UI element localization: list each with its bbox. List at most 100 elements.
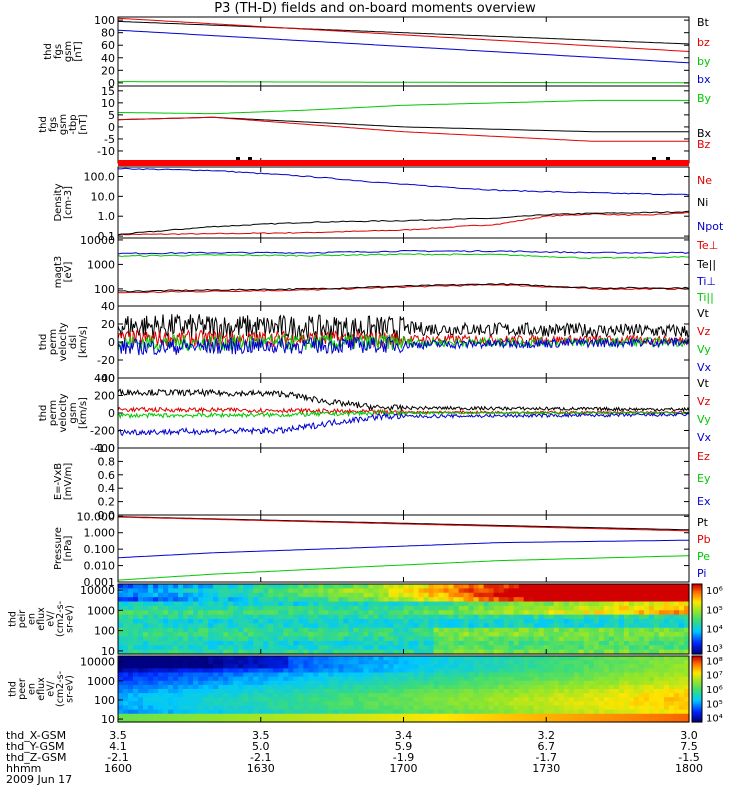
spec-cell xyxy=(433,656,440,661)
spec-cell xyxy=(208,614,214,620)
spec-cell xyxy=(383,619,390,624)
spec-cell xyxy=(193,664,199,669)
spec-cell xyxy=(643,705,650,711)
spec-cell xyxy=(608,676,615,682)
spec-cell xyxy=(378,649,385,655)
spec-cell xyxy=(153,676,159,682)
spec-cell xyxy=(378,636,385,642)
spec-cell xyxy=(653,668,660,674)
spec-cell xyxy=(428,709,435,715)
spec-cell xyxy=(548,632,555,638)
spec-cell xyxy=(678,636,685,642)
colorbar-cell xyxy=(692,662,702,665)
spec-cell xyxy=(193,689,199,694)
spec-cell xyxy=(298,584,304,589)
spec-cell xyxy=(213,584,219,589)
spec-cell xyxy=(523,664,530,669)
spec-cell xyxy=(153,705,159,711)
spec-cell xyxy=(308,664,314,669)
spec-cell xyxy=(598,689,605,694)
spec-cell xyxy=(423,584,430,589)
spec-cell xyxy=(368,640,375,646)
spec-cell xyxy=(578,614,585,620)
spec-cell xyxy=(268,597,274,603)
spec-cell xyxy=(258,709,264,715)
spec-cell xyxy=(643,649,650,655)
spec-cell xyxy=(243,632,249,638)
spec-cell xyxy=(383,660,390,665)
colorbar-cell xyxy=(692,695,702,698)
y-tick-label: 10 xyxy=(101,713,115,726)
spec-cell xyxy=(323,684,329,690)
spec-cell xyxy=(388,601,395,607)
spec-cell xyxy=(458,668,465,674)
spec-cell xyxy=(678,588,685,594)
spec-cell xyxy=(488,697,495,702)
spec-cell xyxy=(318,592,324,598)
spec-cell xyxy=(253,584,259,589)
spec-cell xyxy=(143,584,149,589)
spec-cell xyxy=(523,614,530,620)
spec-cell xyxy=(673,592,680,598)
spec-cell xyxy=(188,623,194,629)
spec-cell xyxy=(473,619,480,624)
spec-cell xyxy=(618,588,625,594)
spec-cell xyxy=(658,614,665,620)
spec-cell xyxy=(318,697,324,702)
spec-cell xyxy=(483,623,490,629)
spec-cell xyxy=(603,668,610,674)
spec-cell xyxy=(418,645,425,651)
spec-cell xyxy=(363,656,370,661)
spec-cell xyxy=(348,605,355,611)
spec-cell xyxy=(123,592,129,598)
spec-cell xyxy=(443,649,450,655)
series-perm-vel-gsm-2 xyxy=(117,409,690,420)
spec-cell xyxy=(633,610,640,616)
spec-cell xyxy=(208,627,214,633)
legend-efield-Ez: Ez xyxy=(697,450,710,463)
spec-cell xyxy=(578,623,585,629)
spec-cell xyxy=(283,645,289,651)
spec-cell xyxy=(503,656,510,661)
spec-cell xyxy=(218,632,224,638)
spec-cell xyxy=(138,614,144,620)
spec-cell xyxy=(358,588,365,594)
spec-cell xyxy=(523,709,530,715)
spec-cell xyxy=(368,610,375,616)
y-tick-label: 0 xyxy=(108,121,115,134)
spec-cell xyxy=(368,619,375,624)
spec-cell xyxy=(128,619,134,624)
spec-cell xyxy=(333,701,339,707)
spec-cell xyxy=(583,623,590,629)
spec-cell xyxy=(533,664,540,669)
spec-cell xyxy=(513,664,520,669)
y-label-line: peir xyxy=(17,610,28,629)
spec-cell xyxy=(228,588,234,594)
spec-cell xyxy=(438,701,445,707)
spec-cell xyxy=(393,697,400,702)
spec-cell xyxy=(493,614,500,620)
spec-cell xyxy=(428,588,435,594)
spec-cell xyxy=(613,672,620,678)
spec-cell xyxy=(143,660,149,665)
spec-cell xyxy=(588,597,595,603)
spec-cell xyxy=(613,668,620,674)
spec-cell xyxy=(143,717,149,723)
spec-cell xyxy=(238,656,244,661)
spec-cell xyxy=(323,697,329,702)
spec-cell xyxy=(543,636,550,642)
spec-cell xyxy=(128,597,134,603)
spec-cell xyxy=(443,717,450,723)
spec-cell xyxy=(613,660,620,665)
spec-cell xyxy=(188,672,194,678)
spec-cell xyxy=(388,610,395,616)
spec-cell xyxy=(253,701,259,707)
spec-cell xyxy=(308,640,314,646)
spec-cell xyxy=(233,605,239,611)
spec-cell xyxy=(148,636,154,642)
spec-cell xyxy=(233,588,239,594)
spec-cell xyxy=(453,689,460,694)
spec-cell xyxy=(518,601,525,607)
spec-cell xyxy=(223,614,229,620)
